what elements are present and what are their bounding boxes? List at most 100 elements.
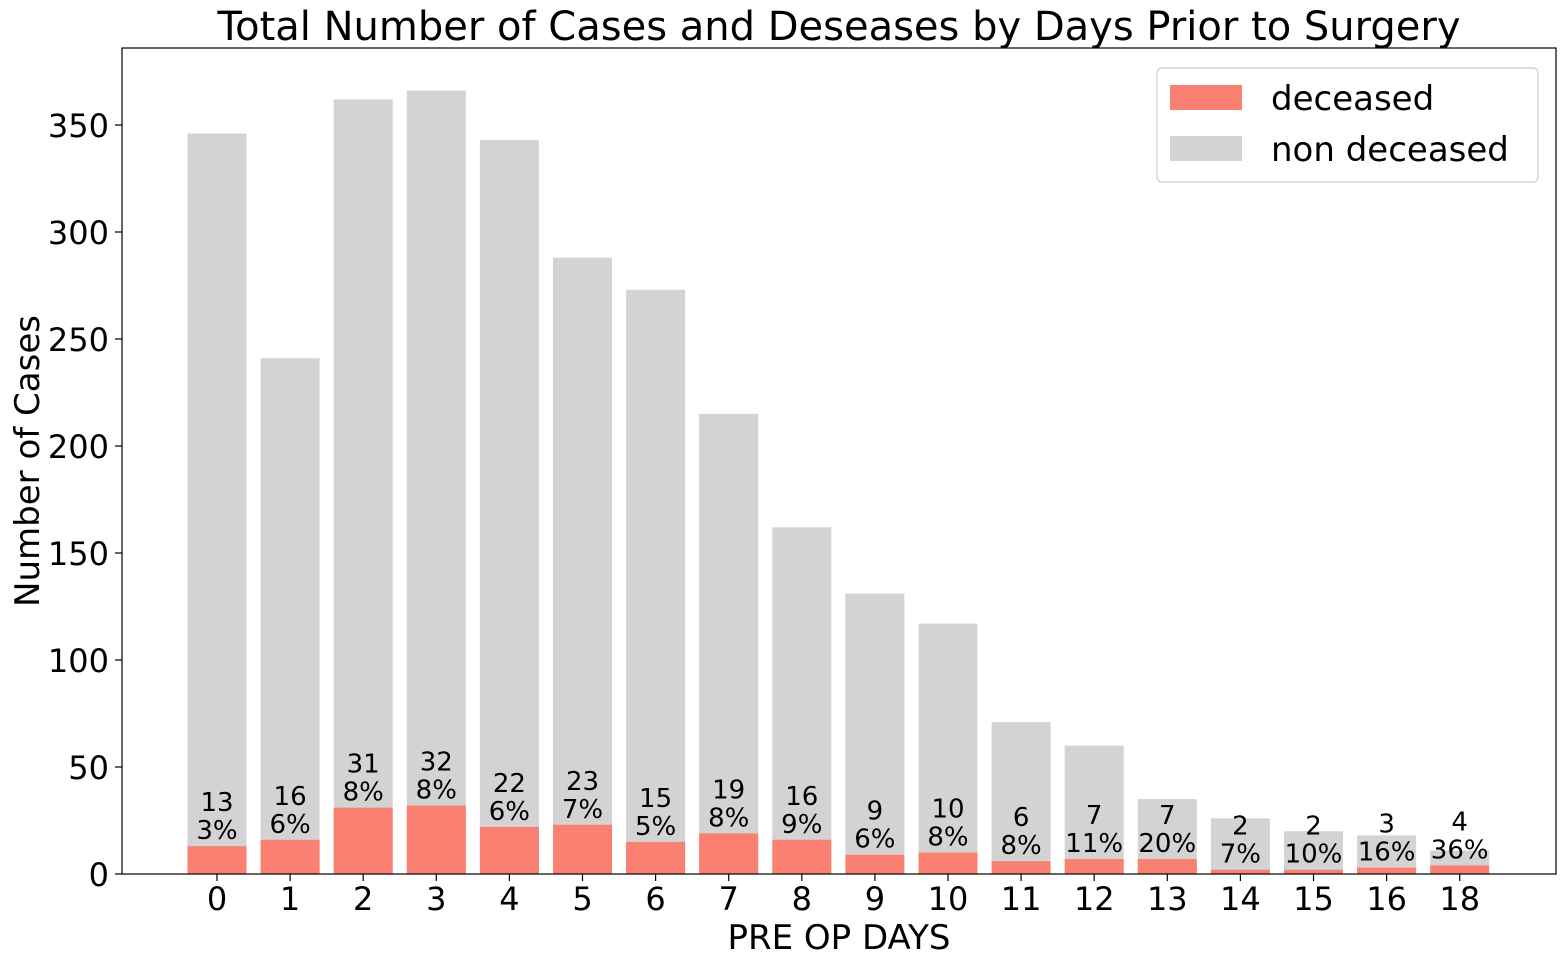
bar-count-label-7: 19 (712, 775, 745, 805)
x-tick-label-12: 12 (1074, 880, 1115, 918)
bar-count-label-12: 7 (1086, 801, 1103, 831)
x-tick-label-3: 3 (426, 880, 446, 918)
bar-pct-label-2: 8% (343, 778, 384, 808)
non-deceased-bar-10 (918, 623, 978, 874)
deceased-bar-9 (845, 854, 905, 874)
non-deceased-bar-8 (772, 527, 832, 874)
deceased-bar-14 (1210, 869, 1270, 874)
deceased-bar-13 (1137, 859, 1197, 874)
x-tick-label-13: 13 (1147, 880, 1188, 918)
non-deceased-bar-9 (845, 593, 905, 874)
non-deceased-bar-4 (479, 139, 539, 875)
y-axis: 0 50 100 150 200 250 300 350 (48, 107, 122, 894)
x-axis-label: PRE OP DAYS (727, 918, 950, 958)
legend-frame (1156, 67, 1539, 183)
bar-count-label-0: 13 (200, 788, 233, 818)
x-tick-label-14: 14 (1220, 880, 1261, 918)
bar-count-label-14: 2 (1232, 812, 1249, 842)
bar-count-label-3: 32 (420, 748, 453, 778)
y-tick-label-200: 200 (48, 428, 109, 466)
y-tick-label-50: 50 (68, 749, 109, 787)
x-tick-label-6: 6 (645, 880, 665, 918)
bar-count-label-13: 7 (1159, 801, 1176, 831)
bar-pct-label-14: 7% (1220, 840, 1261, 870)
x-tick-label-5: 5 (572, 880, 592, 918)
bar-count-label-5: 23 (566, 767, 599, 797)
bar-pct-label-10: 8% (927, 823, 968, 853)
deceased-bar-1 (260, 839, 320, 874)
bar-pct-label-1: 6% (269, 810, 310, 840)
non-deceased-bar-12 (1064, 745, 1124, 874)
x-tick-label-11: 11 (1001, 880, 1042, 918)
deceased-bar-4 (479, 826, 539, 874)
bar-pct-label-8: 9% (781, 810, 822, 840)
chart-title: Total Number of Cases and Deseases by Da… (217, 4, 1461, 50)
deceased-bar-5 (553, 824, 612, 874)
bar-count-label-2: 31 (347, 750, 380, 780)
deceased-bar-0 (187, 846, 247, 874)
y-axis-label: Number of Cases (8, 315, 48, 607)
non-deceased-bars (187, 90, 1490, 875)
x-tick-label-16: 16 (1366, 880, 1407, 918)
plot-area-frame (121, 47, 1557, 875)
non-deceased-bar-7 (699, 413, 759, 874)
x-tick-label-2: 2 (353, 880, 373, 918)
bar-pct-label-7: 8% (708, 803, 749, 833)
legend-swatch-deceased (1170, 85, 1242, 110)
x-tick-label-7: 7 (719, 880, 739, 918)
deceased-bar-7 (699, 833, 759, 874)
y-tick-label-150: 150 (48, 535, 109, 573)
bar-pct-label-11: 8% (1000, 831, 1041, 861)
deceased-bars (187, 805, 1490, 874)
bar-count-label-16: 3 (1378, 810, 1395, 840)
bar-pct-label-4: 6% (489, 797, 530, 827)
bar-pct-label-9: 6% (854, 825, 895, 855)
bar-count-label-11: 6 (1013, 803, 1030, 833)
bar-count-label-15: 2 (1305, 812, 1322, 842)
deceased-bar-2 (333, 807, 393, 874)
deceased-bar-8 (772, 839, 832, 874)
deceased-bar-16 (1357, 867, 1417, 874)
bar-data-labels: 133%166%318%328% 226%237% 155%198%169% 96%1… (196, 748, 1488, 870)
bar-pct-label-6: 5% (635, 812, 676, 842)
y-tick-label-300: 300 (48, 214, 109, 252)
non-deceased-bar-0 (187, 133, 247, 874)
bar-count-label-9: 9 (867, 797, 884, 827)
bar-pct-label-3: 8% (416, 776, 457, 806)
non-deceased-bar-11 (991, 722, 1051, 874)
bar-count-label-1: 16 (274, 782, 307, 812)
x-tick-label-9: 9 (865, 880, 885, 918)
deceased-bar-3 (406, 805, 466, 874)
x-tick-label-18: 18 (1439, 880, 1480, 918)
bar-count-label-18: 4 (1451, 807, 1468, 837)
x-tick-label-8: 8 (792, 880, 812, 918)
bar-pct-label-13: 20% (1138, 829, 1196, 859)
legend-label-non-deceased: non deceased (1271, 130, 1509, 170)
non-deceased-bar-2 (333, 99, 393, 874)
y-tick-label-250: 250 (48, 321, 109, 359)
non-deceased-bar-5 (553, 257, 612, 874)
non-deceased-bar-6 (626, 289, 686, 874)
legend: deceased non deceased (1156, 67, 1539, 183)
x-tick-label-1: 1 (280, 880, 300, 918)
bar-pct-label-16: 16% (1358, 838, 1416, 868)
bar-pct-label-5: 7% (562, 795, 603, 825)
legend-swatch-non-deceased (1170, 136, 1242, 161)
bar-count-label-4: 22 (493, 769, 526, 799)
non-deceased-bar-1 (260, 358, 320, 874)
bar-pct-label-12: 11% (1065, 829, 1123, 859)
non-deceased-bar-3 (406, 90, 466, 874)
deceased-bar-6 (626, 841, 686, 874)
x-axis: 0 1 2 3 4 5 6 7 8 9 10 11 12 13 14 15 16 18 (207, 874, 1480, 918)
non-deceased-bar-15 (1284, 831, 1343, 874)
bar-count-label-8: 16 (785, 782, 818, 812)
y-tick-label-350: 350 (48, 107, 109, 145)
deceased-bar-12 (1064, 859, 1124, 874)
x-tick-label-4: 4 (499, 880, 519, 918)
bar-pct-label-15: 10% (1285, 840, 1343, 870)
y-tick-label-100: 100 (48, 642, 109, 680)
bar-count-label-6: 15 (639, 784, 672, 814)
x-tick-label-15: 15 (1293, 880, 1334, 918)
deceased-bar-15 (1284, 869, 1343, 874)
